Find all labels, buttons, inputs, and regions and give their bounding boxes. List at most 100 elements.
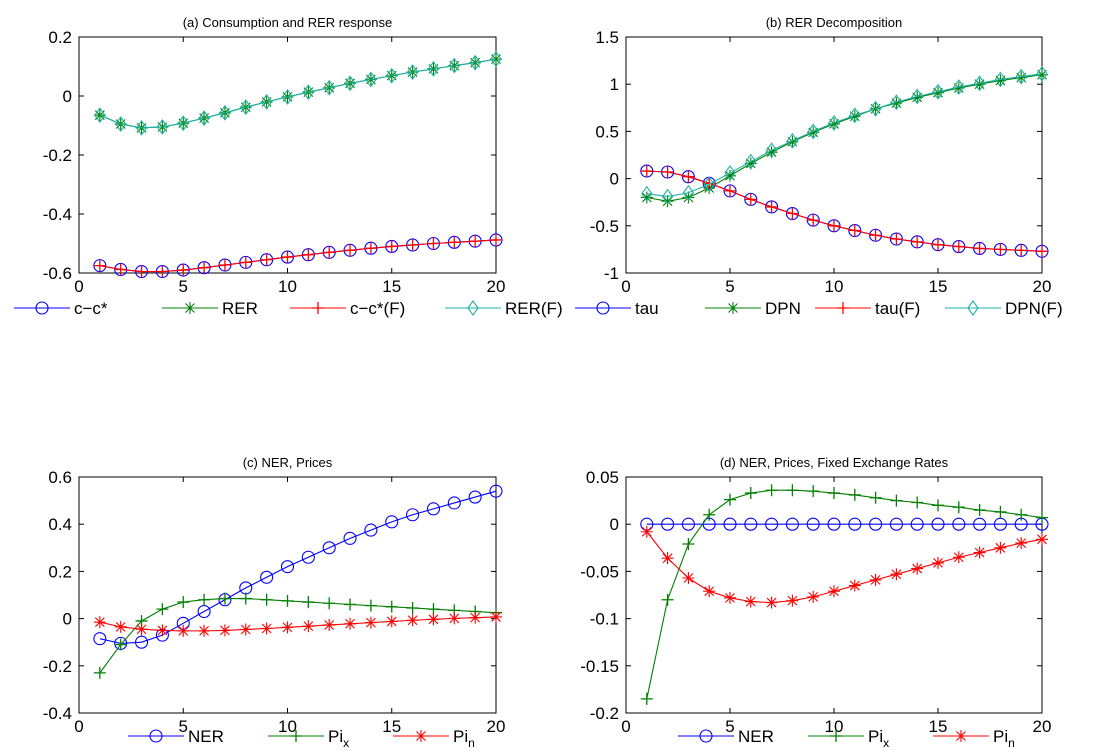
data-point (807, 485, 820, 498)
x-tick-label: 0 (74, 277, 83, 296)
data-point (427, 60, 440, 77)
y-tick-label: 0 (63, 610, 72, 629)
data-point (323, 246, 336, 259)
x-tick-label: 15 (382, 277, 401, 296)
data-point (302, 84, 315, 101)
data-point (911, 496, 924, 509)
data-point (260, 622, 273, 635)
data-point (973, 546, 986, 559)
data-point (385, 615, 398, 628)
legend-marker (149, 729, 163, 743)
data-point (114, 620, 127, 633)
chart-panel-a: (a) Consumption and RER response 0 5 10 15 20… (14, 15, 563, 318)
data-point (260, 93, 273, 110)
data-point (932, 238, 944, 251)
data-point (828, 117, 840, 130)
data-point (281, 88, 294, 105)
data-point (198, 110, 210, 127)
chart-title: (b) RER Decomposition (766, 15, 903, 30)
y-tick-label: 0.05 (586, 468, 619, 487)
chart-title: (c) NER, Prices (243, 455, 333, 470)
data-point (1015, 508, 1028, 521)
y-tick-label: 0.2 (48, 562, 72, 581)
data-point (1036, 511, 1048, 524)
legend-label: RER (222, 299, 258, 318)
y-tick-label: -0.15 (580, 657, 619, 676)
data-point (785, 517, 799, 531)
data-point (323, 79, 335, 96)
y-tick-label: 0.2 (48, 28, 72, 47)
y-tick-label: 1 (610, 75, 619, 94)
legend-item: NER (678, 727, 774, 746)
legend-label: Pix (868, 727, 889, 750)
legend-marker (415, 730, 427, 742)
y-tick-label: -0.2 (43, 657, 72, 676)
data-point (301, 550, 315, 564)
data-point (745, 153, 757, 170)
data-point (994, 541, 1007, 554)
y-tick-label: -0.4 (43, 704, 72, 723)
x-tick-label: 5 (725, 277, 734, 296)
chart-title: (d) NER, Prices, Fixed Exchange Rates (720, 455, 949, 470)
y-tick-label: 0 (63, 87, 72, 106)
data-point (198, 624, 211, 637)
data-point (952, 517, 966, 531)
data-point (641, 185, 653, 202)
data-point (889, 517, 903, 531)
data-point (302, 248, 315, 261)
data-point (682, 572, 695, 585)
data-point (869, 100, 882, 117)
legend-marker (830, 730, 842, 742)
data-point (156, 624, 169, 637)
y-tick-label: 0 (610, 515, 619, 534)
data-point (828, 219, 840, 232)
y-tick-label: -0.1 (590, 610, 619, 629)
data-point (931, 517, 945, 531)
data-point (744, 595, 757, 608)
legend-label: Pix (328, 727, 349, 750)
data-point (682, 191, 695, 204)
data-point (640, 692, 653, 705)
data-point (724, 169, 736, 182)
data-point (323, 597, 336, 610)
data-point (427, 613, 440, 626)
data-point (724, 591, 736, 604)
series-pi-x (640, 484, 1048, 705)
data-point (302, 596, 315, 609)
data-point (932, 83, 944, 100)
legend-label: c−c*(F) (350, 299, 405, 318)
data-point (661, 517, 675, 531)
data-point (703, 585, 716, 598)
data-point (219, 104, 231, 121)
data-point (786, 132, 799, 149)
data-point (640, 525, 653, 538)
data-point (744, 517, 758, 531)
data-point (932, 556, 944, 569)
data-point (828, 487, 840, 500)
data-point (807, 590, 820, 603)
data-point (848, 579, 861, 592)
legend-label: NER (738, 727, 774, 746)
data-point (994, 243, 1007, 256)
y-tick-label: -0.6 (43, 264, 72, 283)
x-tick-label: 20 (1033, 277, 1052, 296)
data-point (890, 233, 903, 246)
legend-item: NER (128, 727, 224, 746)
data-point (218, 624, 231, 637)
legend-item: RER (162, 299, 258, 318)
data-point (661, 188, 674, 205)
y-tick-label: -0.2 (590, 704, 619, 723)
data-point (135, 265, 148, 278)
data-point (682, 538, 695, 551)
data-point (724, 164, 736, 181)
legend-label-subscript: n (1008, 736, 1015, 750)
y-tick-label: -1 (604, 264, 619, 283)
data-point (177, 115, 189, 132)
data-point (973, 242, 986, 255)
series-dpn-f- (641, 65, 1048, 205)
data-point (765, 517, 779, 531)
data-point (135, 635, 149, 649)
series-pi-n (640, 525, 1048, 609)
data-point (93, 632, 107, 646)
y-tick-label: 0 (610, 170, 619, 189)
